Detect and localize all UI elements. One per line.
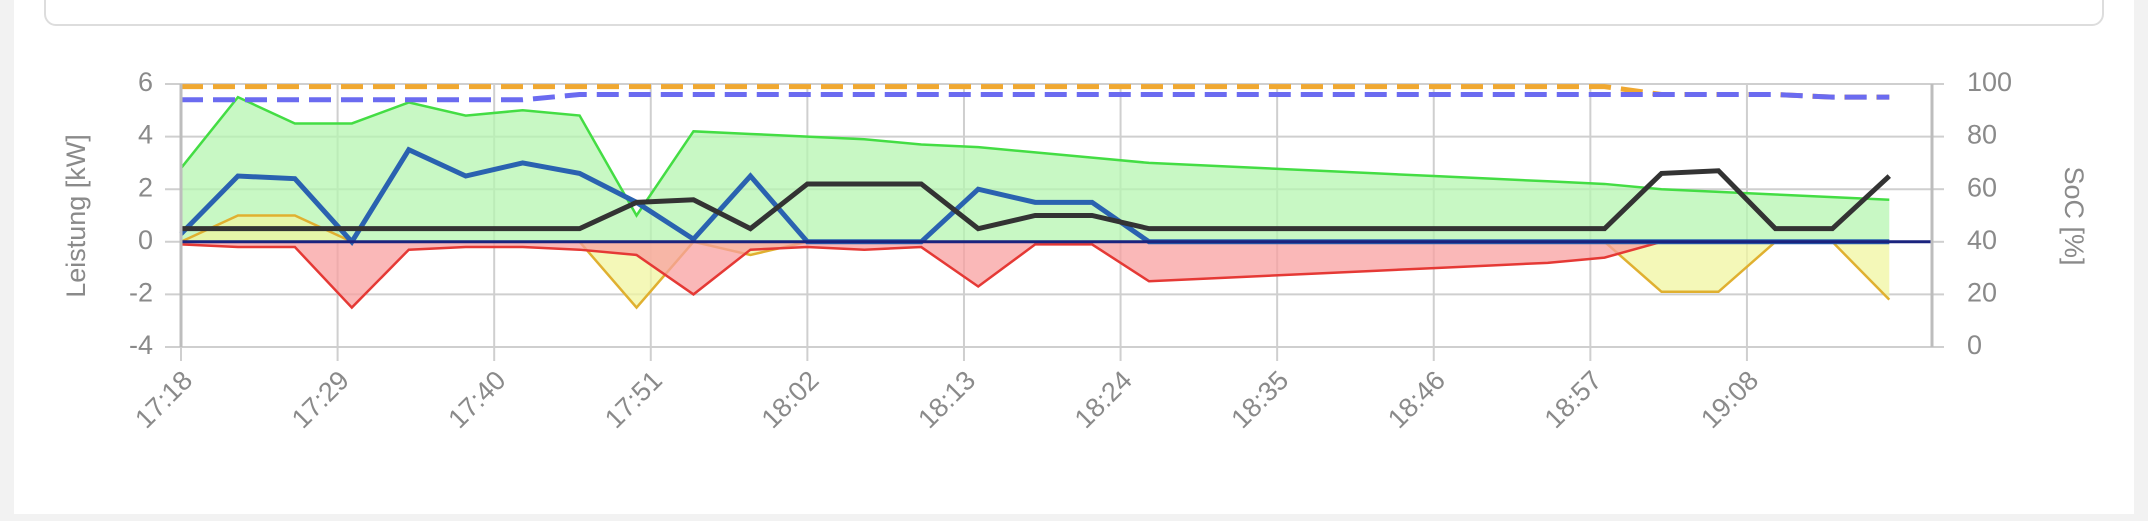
x-tick-label: 17:29: [286, 365, 355, 434]
x-tick-label: 17:18: [129, 365, 198, 434]
y2-tick-label: 0: [1967, 330, 1982, 360]
area: [181, 97, 1890, 242]
y-tick-label: 4: [138, 120, 153, 150]
y-tick-label: -2: [129, 278, 153, 308]
line: [181, 168, 1891, 232]
line: [181, 84, 1890, 100]
y2-tick-label: 20: [1967, 278, 1997, 308]
line: [181, 92, 1890, 103]
x-tick-label: 18:13: [912, 365, 981, 434]
x-tick-label: 18:02: [756, 365, 825, 434]
x-tick-label: 18:46: [1382, 365, 1451, 434]
x-tick-label: 18:35: [1225, 365, 1294, 434]
x-tick-label: 18:57: [1539, 365, 1608, 434]
top-panel: [44, 0, 2104, 26]
y2-axis-title: SoC [%]: [2059, 166, 2089, 265]
y2-tick-label: 40: [1967, 225, 1997, 255]
x-tick-label: 17:51: [599, 365, 668, 434]
area-line: [180, 240, 1890, 310]
x-tick-label: 18:24: [1069, 365, 1138, 434]
y-tick-label: -4: [129, 330, 153, 360]
y-tick-label: 6: [138, 67, 153, 97]
x-tick-label: 19:08: [1695, 365, 1764, 434]
y-tick-label: 2: [138, 172, 153, 202]
y2-tick-label: 80: [1967, 120, 1997, 150]
x-tick-label: 17:40: [442, 365, 511, 434]
y2-tick-label: 100: [1967, 67, 2012, 97]
area: [181, 241, 1890, 308]
y-axis-title: Leistung [kW]: [61, 134, 91, 298]
y2-tick-label: 60: [1967, 172, 1997, 202]
y-tick-label: 0: [138, 225, 153, 255]
area-line: [180, 95, 1890, 218]
